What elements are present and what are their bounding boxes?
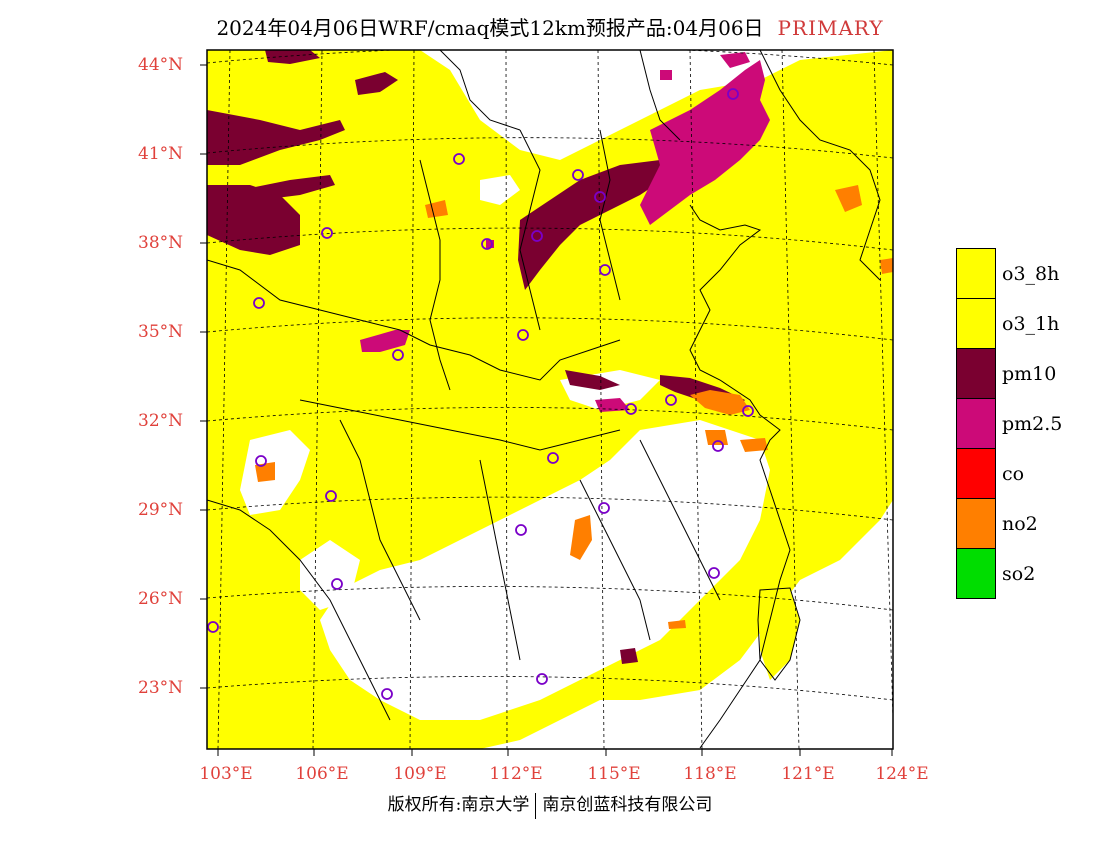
station-marker [207,621,219,633]
station-marker [547,452,559,464]
copyright-right: 南京创蓝科技有限公司 [542,795,713,815]
legend-label-no2: no2 [1002,513,1038,535]
station-marker [253,297,265,309]
station-marker [536,673,548,685]
axis-ticks [200,64,893,756]
legend [956,248,996,599]
map-title: 2024年04月06日WRF/cmaq模式12km预报产品:04月06日 PRIM… [0,12,1100,41]
pm10-region [207,50,745,664]
station-marker [598,502,610,514]
legend-label-o3-8h: o3_8h [1002,263,1060,285]
lon-label-106: 106°E [295,764,349,784]
station-marker [325,490,337,502]
title-tag: PRIMARY [777,16,884,40]
boundaries [207,50,881,749]
station-marker [481,238,493,250]
legend-label-pm10: pm10 [1002,363,1057,385]
lat-label-41: 41°N [138,144,184,164]
station-marker [665,394,677,406]
station-marker [625,403,637,415]
lon-label-115: 115°E [587,764,641,784]
station-marker [742,405,754,417]
station-marker [381,688,393,700]
legend-swatch-o3-8h [956,248,996,299]
station-marker [392,349,404,361]
station-marker [708,567,720,579]
station-markers [207,88,754,700]
lon-label-124: 124°E [875,764,929,784]
lat-label-38: 38°N [138,233,184,253]
copyright: 版权所有:南京大学 南京创蓝科技有限公司 [0,790,1100,819]
legend-label-co: co [1002,463,1025,485]
station-marker [531,230,543,242]
lon-label-118: 118°E [683,764,737,784]
map-content [207,50,893,749]
lat-label-29: 29°N [138,500,184,520]
station-marker [255,455,267,467]
lat-label-35: 35°N [138,322,184,342]
lon-label-109: 109°E [393,764,447,784]
lon-label-103: 103°E [199,764,253,784]
station-marker [594,191,606,203]
copyright-divider [535,792,537,819]
lat-label-44: 44°N [138,55,184,75]
legend-swatch-so2 [956,548,996,599]
station-marker [517,329,529,341]
station-marker [515,524,527,536]
legend-label-so2: so2 [1002,563,1036,585]
copyright-left: 版权所有:南京大学 [387,795,530,815]
station-marker [453,153,465,165]
legend-swatch-pm25 [956,398,996,449]
station-marker [321,227,333,239]
graticule [207,50,893,749]
station-marker [727,88,739,100]
station-marker [572,169,584,181]
no2-region [255,185,893,629]
lon-label-112: 112°E [489,764,543,784]
lat-label-32: 32°N [138,411,184,431]
legend-swatch-o3-1h [956,298,996,349]
station-marker [599,264,611,276]
legend-swatch-co [956,448,996,499]
legend-label-o3-1h: o3_1h [1002,313,1060,335]
lat-label-26: 26°N [138,589,184,609]
title-text: 2024年04月06日WRF/cmaq模式12km预报产品:04月06日 [216,16,764,40]
map-frame [206,49,894,750]
station-marker [331,578,343,590]
station-marker [712,440,724,452]
lat-label-23: 23°N [138,678,184,698]
legend-label-pm25: pm2.5 [1002,413,1063,435]
lon-label-121: 121°E [781,764,835,784]
legend-swatch-pm10 [956,348,996,399]
legend-swatch-no2 [956,498,996,549]
